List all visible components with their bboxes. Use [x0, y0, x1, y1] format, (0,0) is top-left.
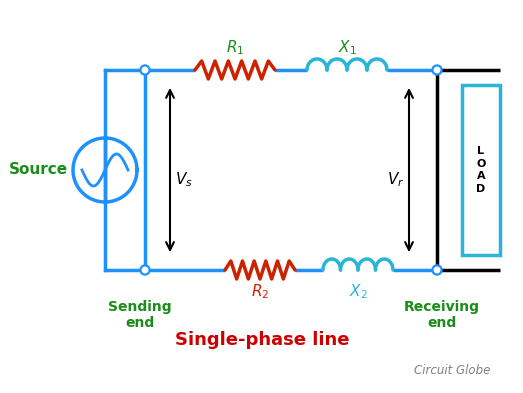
- Text: Receiving
end: Receiving end: [404, 300, 480, 330]
- Text: $X_2$: $X_2$: [349, 283, 367, 301]
- Bar: [462, 85, 500, 255]
- Circle shape: [432, 65, 442, 75]
- Circle shape: [432, 265, 442, 275]
- Text: Sending
end: Sending end: [108, 300, 172, 330]
- Text: Single-phase line: Single-phase line: [175, 331, 349, 349]
- Circle shape: [434, 67, 440, 73]
- Text: $V_r$: $V_r$: [387, 171, 404, 189]
- Circle shape: [140, 65, 150, 75]
- Circle shape: [434, 267, 440, 273]
- Circle shape: [142, 267, 148, 273]
- Text: $V_s$: $V_s$: [175, 171, 193, 189]
- Text: Circuit Globe: Circuit Globe: [414, 364, 490, 376]
- Text: Source: Source: [9, 162, 68, 178]
- Circle shape: [140, 265, 150, 275]
- Text: $X_1$: $X_1$: [337, 39, 356, 57]
- Text: $R_1$: $R_1$: [226, 39, 244, 57]
- Circle shape: [142, 67, 148, 73]
- Text: L
O
A
D: L O A D: [476, 147, 486, 194]
- Text: $R_2$: $R_2$: [251, 283, 269, 301]
